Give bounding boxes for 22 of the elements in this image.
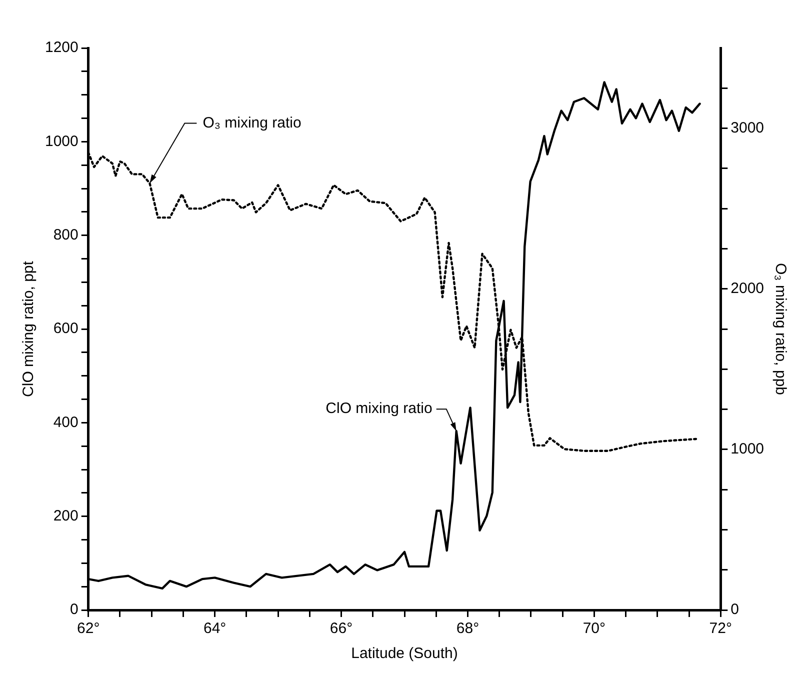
y-tick-label: 800 [53, 226, 78, 244]
y2-tick-label: 2000 [730, 280, 764, 297]
y-axis-title: ClO mixing ratio, ppt [20, 260, 38, 397]
x-tick-label: 68° [456, 620, 480, 638]
series-label: ClO mixing ratio [326, 400, 432, 418]
y-tick-label: 0 [70, 601, 78, 618]
x-tick-label: 62° [77, 620, 100, 638]
y-tick-label: 1200 [44, 39, 78, 56]
y2-tick-label: 1000 [730, 440, 764, 458]
y-tick-label: 400 [53, 414, 78, 431]
y2-tick-label: 0 [730, 601, 739, 618]
x-axis-title: Latitude (South) [351, 645, 458, 662]
y-tick-label: 600 [53, 320, 78, 338]
x-tick-label: 72° [709, 620, 732, 638]
y2-axis-title: O₃ mixing ratio, ppb [772, 263, 789, 395]
y-tick-label: 200 [53, 507, 78, 524]
x-tick-label: 70° [582, 620, 606, 638]
x-tick-label: 64° [203, 620, 226, 638]
x-tick-label: 66° [330, 620, 353, 638]
y2-tick-label: 3000 [730, 119, 764, 136]
y-tick-label: 1000 [44, 132, 78, 150]
text: O₃ mixing ratio [202, 114, 302, 132]
